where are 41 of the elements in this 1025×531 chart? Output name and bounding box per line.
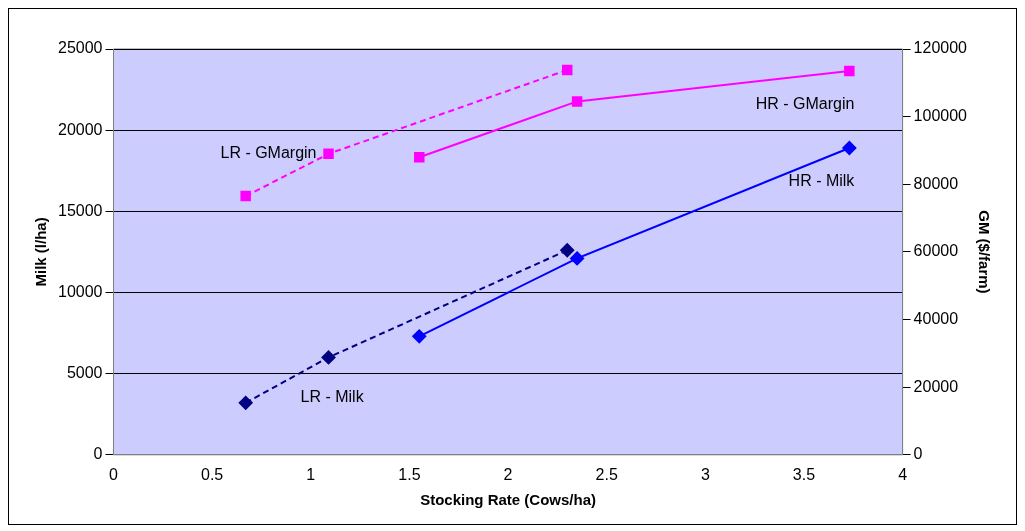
series-label: LR - Milk <box>300 387 365 405</box>
y2-tick-label: 40000 <box>913 309 959 327</box>
y2-tick-label: 0 <box>913 445 923 463</box>
series-label: HR - GMargin <box>755 95 855 113</box>
x-tick-label: 2.5 <box>595 465 618 483</box>
y2-axis-title: GM ($/farm) <box>975 210 993 294</box>
point <box>561 64 573 76</box>
series-label: HR - Milk <box>788 172 856 190</box>
x-tick-label: 3 <box>700 465 710 483</box>
x-axis-title: Stocking Rate (Cows/ha) <box>420 491 596 509</box>
x-tick-label: 4 <box>898 465 908 483</box>
point <box>321 350 336 365</box>
y-tick-label: 5000 <box>66 364 103 382</box>
y-tick-label: 25000 <box>57 39 103 57</box>
point <box>414 151 425 163</box>
point <box>842 141 857 156</box>
point <box>323 148 334 160</box>
x-tick-label: 1 <box>306 465 316 483</box>
y-tick-label: 0 <box>93 445 103 463</box>
y2-tick-label: 120000 <box>913 39 968 57</box>
y-tick-label: 20000 <box>57 120 103 138</box>
y2-tick-label: 60000 <box>913 242 959 260</box>
point <box>560 243 575 258</box>
series-label: LR - GMargin <box>220 144 317 162</box>
point <box>570 251 585 266</box>
y2-tick-label: 100000 <box>913 107 968 125</box>
x-tick-label: 1.5 <box>398 465 421 483</box>
x-tick-label: 0.5 <box>201 465 224 483</box>
x-tick-label: 3.5 <box>792 465 816 483</box>
y-tick-label: 10000 <box>57 282 103 300</box>
point <box>571 96 583 107</box>
point <box>238 395 253 410</box>
y2-tick-label: 80000 <box>913 174 959 192</box>
x-tick-label: 2 <box>503 465 513 483</box>
y-axis-title: Milk (l/ha) <box>32 217 50 287</box>
y2-tick-label: 20000 <box>913 377 959 395</box>
x-tick-label: 0 <box>109 465 119 483</box>
y-tick-label: 15000 <box>57 201 103 219</box>
point <box>412 329 427 344</box>
point <box>844 65 855 77</box>
point <box>240 190 251 202</box>
